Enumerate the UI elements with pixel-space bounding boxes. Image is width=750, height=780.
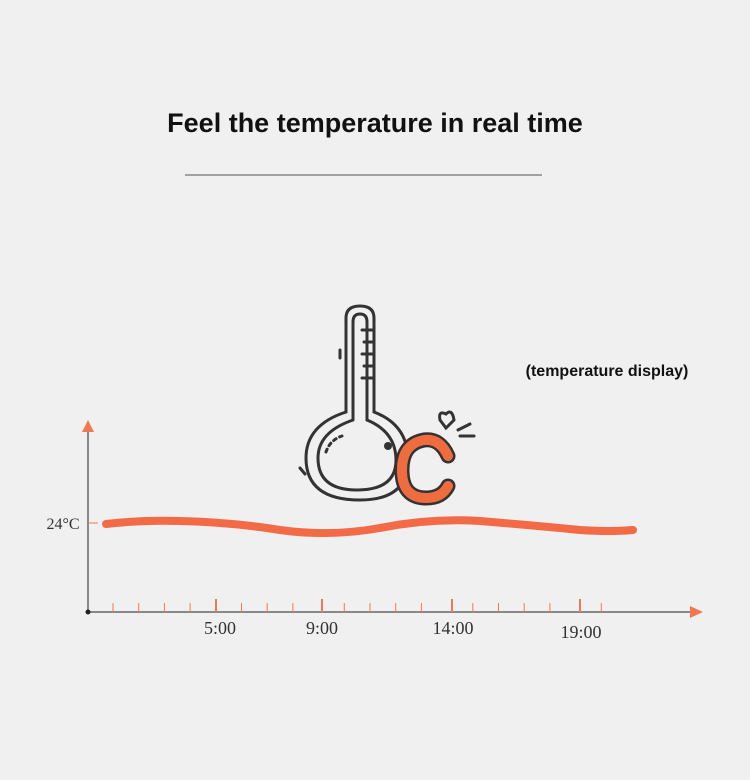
y-label: 24°C [46,516,79,533]
x-ticks [112,599,602,612]
x-labels: 5:00 9:00 14:00 19:00 [204,618,602,642]
caption: (temperature display) [526,363,689,380]
x-label: 14:00 [432,618,473,638]
y-arrow [82,420,94,432]
x-label: 9:00 [306,618,338,638]
x-label: 19:00 [560,622,601,642]
title: Feel the temperature in real time [167,108,583,138]
celsius-c [396,434,453,504]
x-arrow [690,606,703,618]
icon-dot [384,442,392,450]
temperature-wave [102,516,637,538]
x-label: 5:00 [204,618,236,638]
origin [85,609,91,615]
